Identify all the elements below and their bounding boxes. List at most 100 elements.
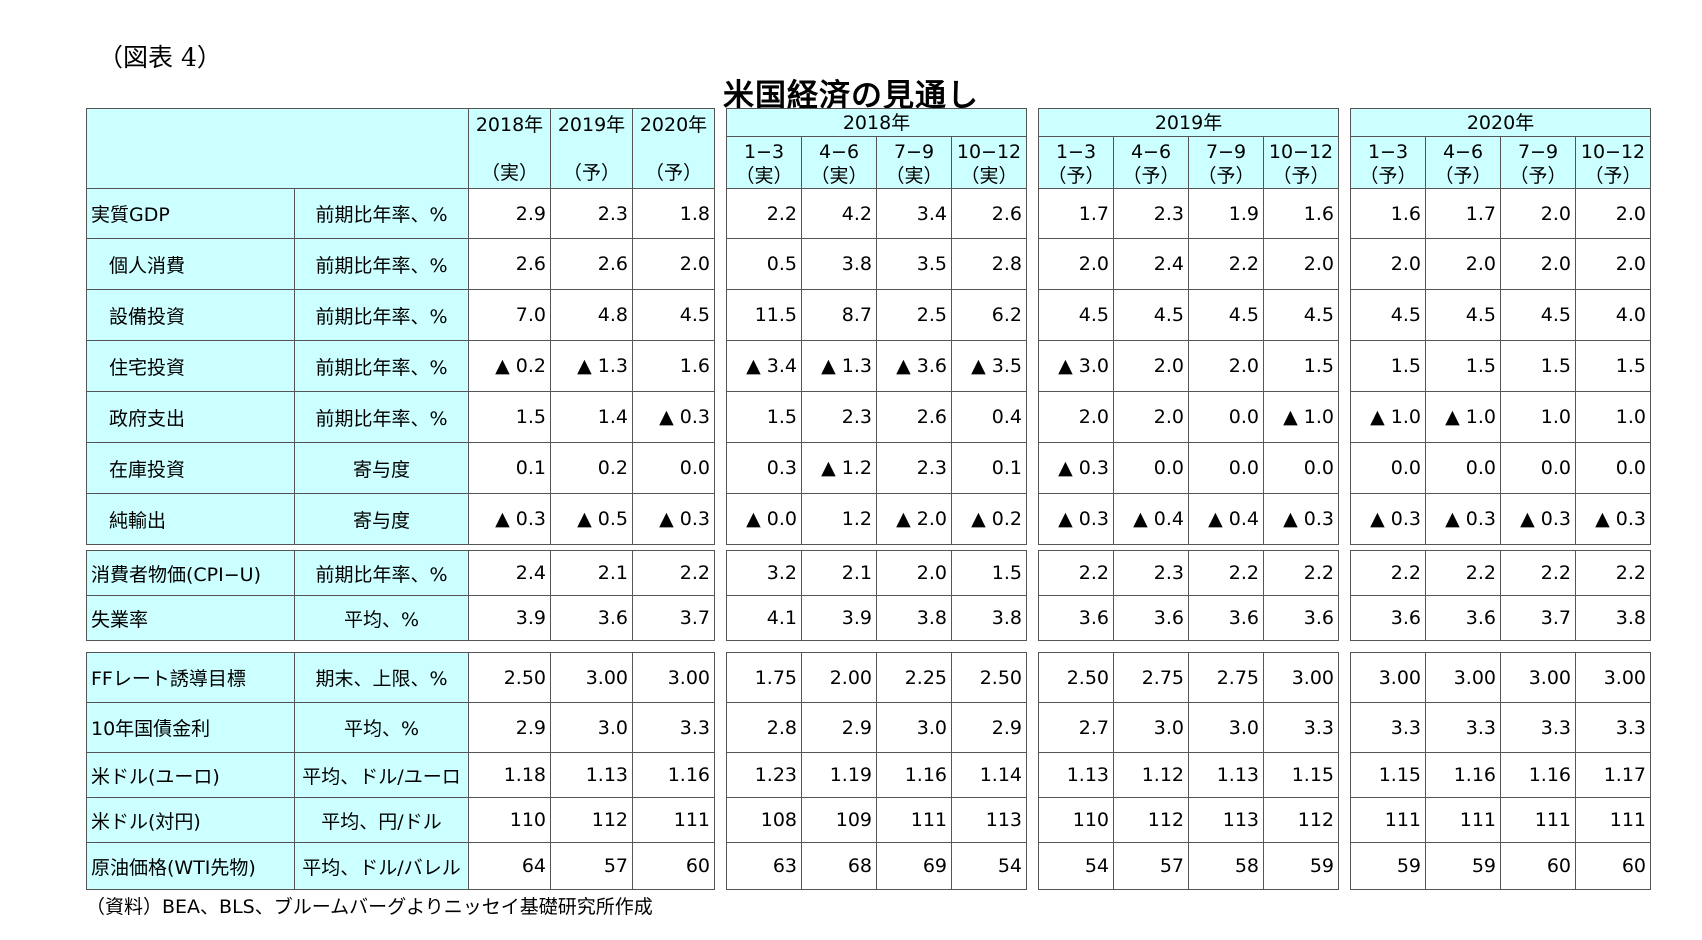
quarter-value: 4.5 xyxy=(1500,289,1576,341)
quarter-value: 4.5 xyxy=(1038,289,1114,341)
table-row: 0.0 0.0 0.0 0.0 xyxy=(1350,442,1651,494)
row-unit: 平均、円/ドル xyxy=(294,797,469,843)
header-quarter-row: 1−3 （実） 4−6 （実） 7−9 （実） 10−12 （実） xyxy=(726,136,1028,189)
quarter-value: 1.14 xyxy=(951,752,1027,798)
quarter-value: 54 xyxy=(951,842,1027,890)
annual-value: 1.13 xyxy=(550,752,633,798)
header-group-row: 2020年 xyxy=(1349,108,1652,137)
annual-value: 7.0 xyxy=(468,289,551,341)
quarter-value: 3.3 xyxy=(1350,702,1426,753)
quarter-value: 4.0 xyxy=(1575,289,1651,341)
quarter-value: 0.0 xyxy=(1350,442,1426,494)
quarter-value: 3.8 xyxy=(801,238,877,290)
table-row: 3.00 3.00 3.00 3.00 xyxy=(1350,652,1651,703)
annual-value: 1.18 xyxy=(468,752,551,798)
quarter-value: 2.75 xyxy=(1188,652,1264,703)
header-blank xyxy=(86,108,469,189)
header-group-row: 2019年 xyxy=(1037,108,1340,137)
annual-value: 2.4 xyxy=(468,550,551,596)
table-row: 63 68 69 54 xyxy=(726,842,1027,890)
header-group-row: 2018年 xyxy=(725,108,1028,137)
header-quarter-type: （予） xyxy=(1047,165,1105,187)
table-row: 純輸出 寄与度 ▲ 0.3 ▲ 0.5 ▲ 0.3 xyxy=(86,493,715,545)
table-row: ▲ 0.3 0.0 0.0 0.0 xyxy=(1038,442,1339,494)
quarter-value: 3.00 xyxy=(1425,652,1501,703)
quarter-value: ▲ 0.3 xyxy=(1038,442,1114,494)
quarter-value: 3.5 xyxy=(876,238,952,290)
quarter-value: 0.0 xyxy=(1188,391,1264,443)
annual-value: 0.1 xyxy=(468,442,551,494)
quarter-value: 2.2 xyxy=(1425,550,1501,596)
table-row: 4.5 4.5 4.5 4.0 xyxy=(1350,289,1651,341)
section-2-quarters-1: 2.50 2.75 2.75 3.00 2.7 3.0 3.0 3.3 1.13 1.12 1.13… xyxy=(1038,652,1339,890)
quarter-value: 2.0 xyxy=(1350,238,1426,290)
quarter-value: 3.6 xyxy=(1263,595,1339,641)
header-quarter-type: （予） xyxy=(1584,165,1642,187)
quarter-value: 110 xyxy=(1038,797,1114,843)
quarter-value: ▲ 2.0 xyxy=(876,493,952,545)
quarter-value: 3.6 xyxy=(1038,595,1114,641)
header-quarter-label: 4−6 xyxy=(1442,141,1484,163)
quarter-value: ▲ 1.2 xyxy=(801,442,877,494)
row-unit: 前期比年率、% xyxy=(294,391,469,443)
header-quarter: 4−6 （実） xyxy=(801,136,877,189)
annual-value: 2.0 xyxy=(632,238,715,290)
table-row: 3.3 3.3 3.3 3.3 xyxy=(1350,702,1651,753)
table-row: 在庫投資 寄与度 0.1 0.2 0.0 xyxy=(86,442,715,494)
quarter-value: 1.19 xyxy=(801,752,877,798)
quarter-value: 1.5 xyxy=(1425,340,1501,392)
annual-value: 4.8 xyxy=(550,289,633,341)
quarter-value: 3.6 xyxy=(1113,595,1189,641)
annual-value: 110 xyxy=(468,797,551,843)
row-unit: 平均、% xyxy=(294,702,469,753)
header-quarter: 10−12 （実） xyxy=(950,136,1028,189)
quarter-value: 2.9 xyxy=(801,702,877,753)
row-label: 消費者物価(CPI−U) xyxy=(86,550,295,596)
quarter-value: 1.5 xyxy=(1263,340,1339,392)
quarter-value: ▲ 1.3 xyxy=(801,340,877,392)
quarter-value: 1.0 xyxy=(1500,391,1576,443)
row-label: 10年国債金利 xyxy=(86,702,295,753)
table-row: 2.8 2.9 3.0 2.9 xyxy=(726,702,1027,753)
header-quarter-label: 1−3 xyxy=(1367,141,1409,163)
table-row: 1.75 2.00 2.25 2.50 xyxy=(726,652,1027,703)
header-quarter-label: 4−6 xyxy=(1130,141,1172,163)
section-0-quarters-1: 1.7 2.3 1.9 1.6 2.0 2.4 2.2 2.0 4.5 4.5 4.5 4.5 ▲ 3.… xyxy=(1038,188,1339,545)
quarter-value: 2.75 xyxy=(1113,652,1189,703)
quarter-value: 2.8 xyxy=(951,238,1027,290)
quarter-value: 112 xyxy=(1263,797,1339,843)
header-quarter-label: 1−3 xyxy=(743,141,785,163)
quarter-value: ▲ 0.3 xyxy=(1425,493,1501,545)
row-unit: 前期比年率、% xyxy=(294,238,469,290)
header-quarter-type: （予） xyxy=(1122,165,1180,187)
quarter-value: ▲ 3.0 xyxy=(1038,340,1114,392)
quarter-value: 69 xyxy=(876,842,952,890)
quarter-value: 68 xyxy=(801,842,877,890)
row-unit: 寄与度 xyxy=(294,442,469,494)
quarter-value: 2.7 xyxy=(1038,702,1114,753)
row-unit: 前期比年率、% xyxy=(294,188,469,239)
row-label: 政府支出 xyxy=(86,391,295,443)
quarter-value: 1.16 xyxy=(1500,752,1576,798)
quarter-value: 3.9 xyxy=(801,595,877,641)
section-1-quarters-1: 2.2 2.3 2.2 2.2 3.6 3.6 3.6 3.6 xyxy=(1038,550,1339,641)
annual-value: 3.00 xyxy=(550,652,633,703)
header-year-type: （予） xyxy=(562,162,620,184)
table-row: ▲ 0.3 ▲ 0.3 ▲ 0.3 ▲ 0.3 xyxy=(1350,493,1651,545)
quarter-value: 1.2 xyxy=(801,493,877,545)
row-label: 純輸出 xyxy=(86,493,295,545)
quarter-value: 6.2 xyxy=(951,289,1027,341)
annual-value: 2.9 xyxy=(468,702,551,753)
quarter-value: 4.5 xyxy=(1113,289,1189,341)
quarter-value: 2.0 xyxy=(1425,238,1501,290)
header-quarter-type: （予） xyxy=(1509,165,1567,187)
header-quarter-type: （予） xyxy=(1359,165,1417,187)
annual-value: ▲ 1.3 xyxy=(550,340,633,392)
quarter-value: 63 xyxy=(726,842,802,890)
header-group-year: 2019年 xyxy=(1037,108,1340,137)
quarter-value: 2.3 xyxy=(1113,550,1189,596)
table-row: 1.5 1.5 1.5 1.5 xyxy=(1350,340,1651,392)
quarter-value: 4.5 xyxy=(1188,289,1264,341)
quarter-value: 3.6 xyxy=(1188,595,1264,641)
quarter-value: 1.15 xyxy=(1263,752,1339,798)
